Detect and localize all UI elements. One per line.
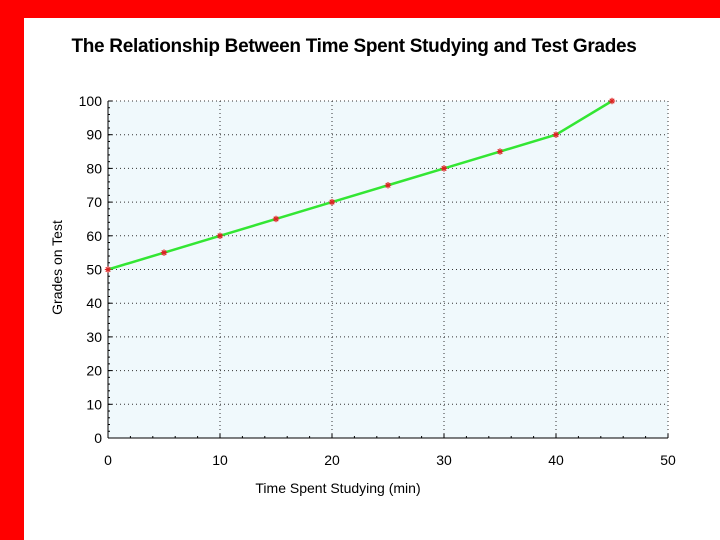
x-tick-label: 50 — [660, 452, 676, 468]
grid-lines — [108, 100, 669, 438]
x-tick-label: 0 — [104, 452, 112, 468]
data-point-marker — [216, 232, 224, 239]
y-tick-label: 60 — [86, 228, 102, 244]
marker-stroke — [609, 98, 615, 104]
data-point-marker — [552, 131, 560, 138]
y-tick-label: 40 — [86, 295, 102, 311]
data-point-marker — [496, 148, 504, 155]
y-tick-label: 80 — [86, 160, 102, 176]
chart-title: The Relationship Between Time Spent Stud… — [71, 36, 637, 57]
y-tick-label: 100 — [79, 93, 103, 109]
series-line — [107, 99, 613, 271]
data-point-marker — [440, 165, 448, 172]
marker-stroke — [217, 233, 223, 239]
marker-stroke — [441, 165, 447, 172]
marker-stroke — [329, 199, 335, 205]
y-tick-label: 90 — [86, 127, 102, 143]
data-markers — [104, 97, 616, 273]
x-tick-label: 40 — [548, 452, 564, 468]
x-tick-label: 10 — [212, 452, 228, 468]
y-tick-label: 20 — [86, 363, 102, 379]
y-axis-label: Grades on Test — [49, 220, 65, 315]
x-tick-label: 20 — [324, 452, 340, 468]
y-tick-label: 30 — [86, 329, 102, 345]
data-point-marker — [272, 215, 280, 223]
x-tick-labels: 0 10 20 30 40 50 — [104, 452, 676, 468]
data-point-marker — [608, 97, 616, 105]
y-tick-label: 0 — [94, 430, 102, 446]
y-tick-label: 10 — [86, 396, 102, 412]
y-tick-label: 50 — [86, 262, 102, 278]
data-point-marker — [328, 198, 336, 206]
marker-stroke — [553, 132, 559, 138]
marker-stroke — [105, 266, 111, 273]
y-tick-label: 70 — [86, 194, 102, 210]
red-frame-left — [0, 0, 24, 540]
marker-stroke — [273, 216, 279, 222]
red-frame-top — [0, 0, 720, 18]
x-axis-label: Time Spent Studying (min) — [255, 480, 420, 496]
data-point-marker — [384, 182, 392, 189]
x-tick-label: 30 — [436, 452, 452, 468]
data-point-marker — [104, 266, 112, 273]
marker-stroke — [161, 249, 167, 256]
data-point-marker — [160, 249, 168, 256]
marker-stroke — [497, 148, 503, 155]
marker-stroke — [385, 182, 391, 188]
y-tick-labels: 0 10 20 30 40 50 60 70 80 90 100 — [79, 93, 103, 446]
